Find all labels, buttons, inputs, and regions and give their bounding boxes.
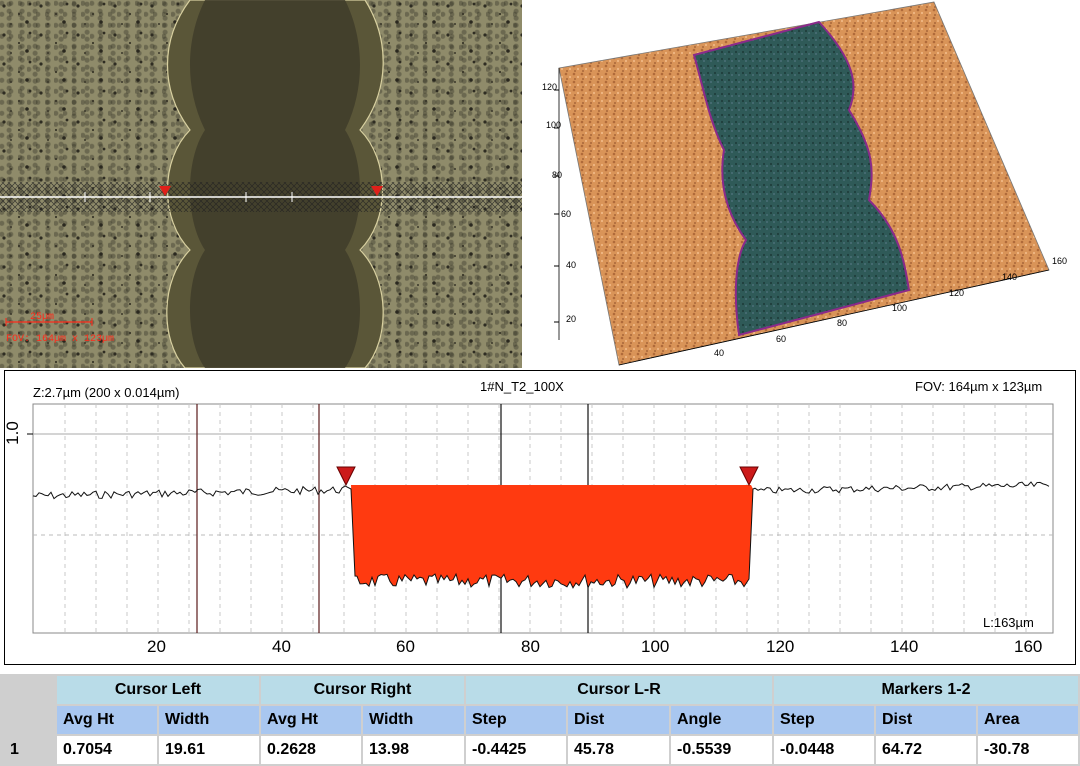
- 3d-surface-view[interactable]: 20 40 60 80 100 120 40 60 80 100 120 140…: [524, 0, 1080, 368]
- header-lr-angle: Angle: [671, 706, 772, 734]
- profile-title: 1#N_T2_100X: [480, 379, 564, 394]
- x-tick-140: 140: [890, 637, 919, 656]
- x-tick-140: 140: [1002, 272, 1018, 282]
- row-header-corner: [2, 676, 55, 734]
- header-right-width: Width: [363, 706, 464, 734]
- y-tick-120: 120: [542, 82, 558, 92]
- z-scale-label: Z:2.7µm (200 x 0.014µm): [33, 385, 180, 400]
- value-lr-angle[interactable]: -0.5539: [671, 736, 772, 764]
- marker-2-icon[interactable]: [739, 466, 759, 487]
- trench-fill: [351, 485, 753, 588]
- value-markers-area[interactable]: -30.78: [978, 736, 1078, 764]
- x-tick-100: 100: [641, 637, 670, 656]
- y-tick-80: 80: [552, 170, 563, 180]
- optical-micrograph[interactable]: 25µm FOV: 164µm x 123µm: [0, 0, 522, 368]
- profile-length: L:163µm: [983, 615, 1034, 630]
- x-tick-80: 80: [837, 318, 848, 328]
- group-cursor-left: Cursor Left: [57, 676, 259, 704]
- trench-3d: [692, 20, 911, 337]
- x-tick-120: 120: [949, 288, 965, 298]
- y-tick-60: 60: [561, 209, 572, 219]
- profile-trace: [32, 481, 1050, 590]
- profile-plot: [27, 403, 1054, 634]
- fov-label: FOV: 164µm x 123µm: [6, 334, 115, 345]
- value-markers-dist[interactable]: 64.72: [876, 736, 976, 764]
- x-tick-120: 120: [766, 637, 795, 656]
- header-markers-dist: Dist: [876, 706, 976, 734]
- x-tick-160: 160: [1014, 637, 1043, 656]
- y-tick-100: 100: [546, 120, 562, 130]
- header-markers-step: Step: [774, 706, 874, 734]
- value-lr-step[interactable]: -0.4425: [466, 736, 566, 764]
- header-left-width: Width: [159, 706, 259, 734]
- group-cursor-right: Cursor Right: [261, 676, 464, 704]
- x-tick-40: 40: [272, 637, 291, 656]
- group-cursor-lr: Cursor L-R: [466, 676, 772, 704]
- marker-2-icon[interactable]: [371, 186, 383, 196]
- value-markers-step[interactable]: -0.0448: [774, 736, 874, 764]
- header-markers-area: Area: [978, 706, 1078, 734]
- header-left-avg-ht: Avg Ht: [57, 706, 157, 734]
- y-tick-40: 40: [566, 260, 577, 270]
- marker-1-icon[interactable]: [336, 466, 356, 487]
- row-number[interactable]: 1: [2, 736, 55, 764]
- header-lr-step: Step: [466, 706, 566, 734]
- value-right-avg-ht[interactable]: 0.2628: [261, 736, 361, 764]
- marker-1-icon[interactable]: [159, 186, 171, 196]
- x-tick-40: 40: [714, 348, 725, 358]
- value-lr-dist[interactable]: 45.78: [568, 736, 669, 764]
- 3d-surface: [554, 1, 1050, 366]
- profile-fov: FOV: 164µm x 123µm: [915, 379, 1043, 394]
- header-right-avg-ht: Avg Ht: [261, 706, 361, 734]
- value-left-avg-ht[interactable]: 0.7054: [57, 736, 157, 764]
- y-axis-ticks: [554, 89, 559, 323]
- scale-bar-label: 25µm: [30, 312, 55, 323]
- profile-panel[interactable]: Z:2.7µm (200 x 0.014µm) 1#N_T2_100X FOV:…: [2, 370, 1076, 665]
- header-lr-dist: Dist: [568, 706, 669, 734]
- x-tick-80: 80: [521, 637, 540, 656]
- x-tick-100: 100: [892, 303, 908, 313]
- x-tick-20: 20: [147, 637, 166, 656]
- results-table: Cursor Left Cursor Right Cursor L-R Mark…: [0, 674, 1080, 766]
- y-tick-20: 20: [566, 314, 577, 324]
- y-tick-1: 1.0: [2, 421, 22, 445]
- group-markers: Markers 1-2: [774, 676, 1078, 704]
- x-tick-60: 60: [776, 334, 787, 344]
- x-tick-60: 60: [396, 637, 415, 656]
- optical-image: [0, 0, 522, 368]
- value-right-width[interactable]: 13.98: [363, 736, 464, 764]
- x-tick-160: 160: [1052, 256, 1068, 266]
- value-left-width[interactable]: 19.61: [159, 736, 259, 764]
